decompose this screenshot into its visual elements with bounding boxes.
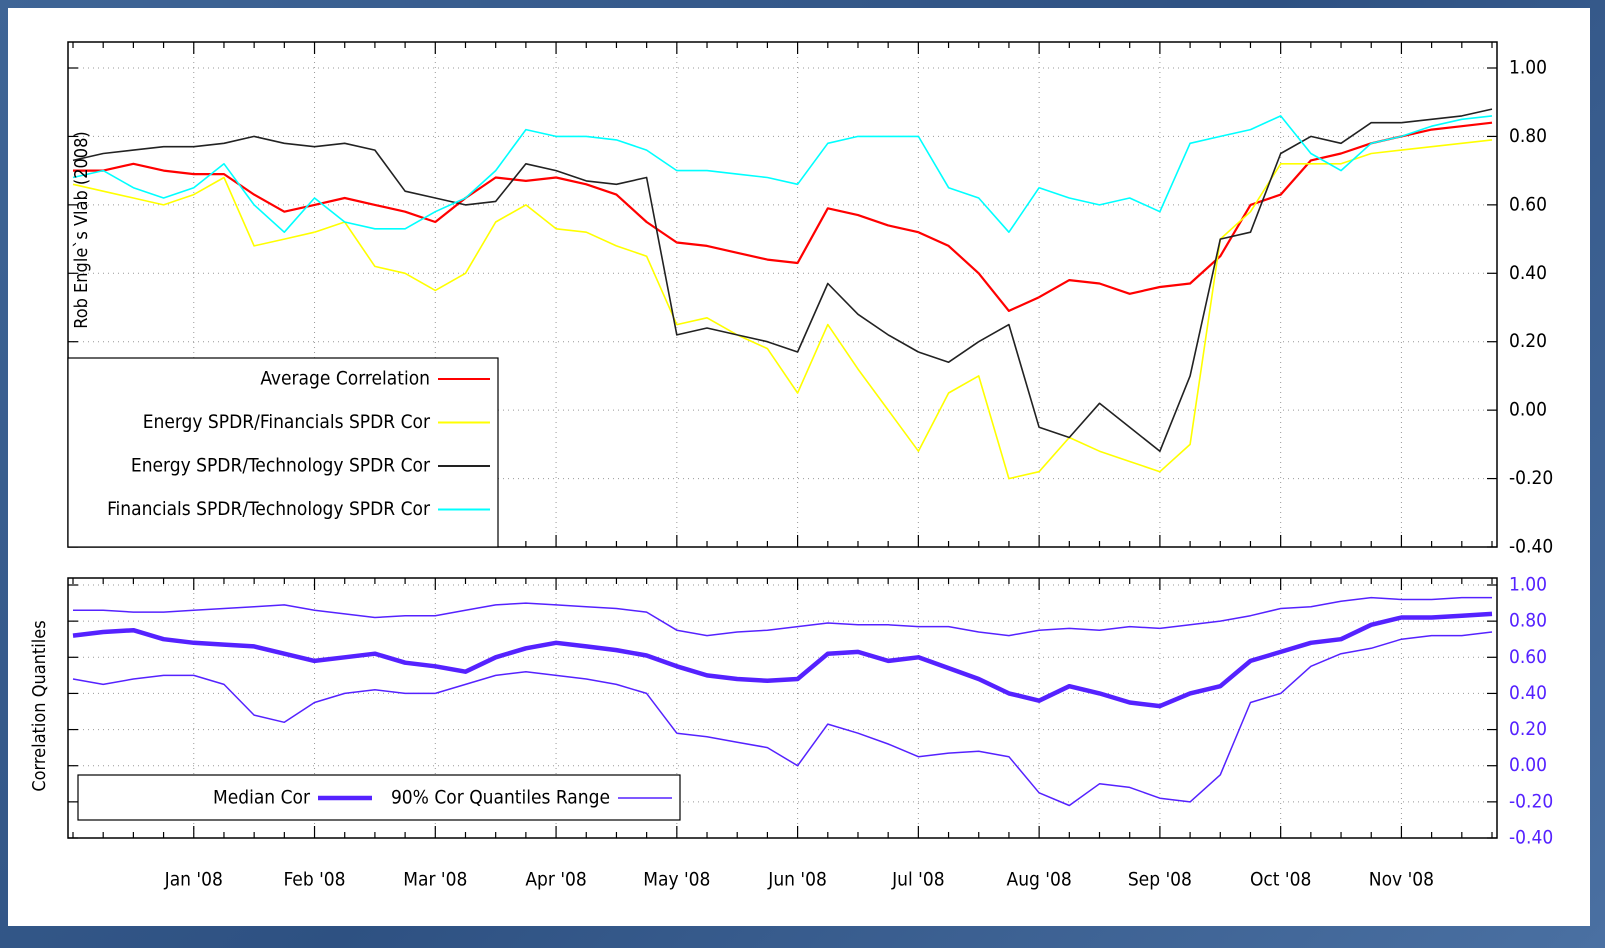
y-tick-label: -0.20: [1509, 467, 1553, 489]
y-tick-label: 0.40: [1509, 682, 1547, 704]
x-tick-label: Feb '08: [284, 869, 346, 891]
x-tick-label: Jan '08: [164, 869, 223, 891]
x-tick-label: Sep '08: [1128, 869, 1192, 891]
series-line: [72, 115, 1493, 233]
x-tick-label: Oct '08: [1250, 869, 1311, 891]
x-tick-label: Mar '08: [403, 869, 467, 891]
y-tick-label: 0.40: [1509, 262, 1547, 284]
legend-label: 90% Cor Quantiles Range: [391, 787, 610, 809]
y-tick-label: -0.20: [1509, 790, 1553, 812]
legend-label: Energy SPDR/Technology SPDR Cor: [131, 455, 431, 477]
x-tick-label: May '08: [643, 869, 710, 891]
y-axis-title: Correlation Quantiles: [29, 620, 50, 791]
y-tick-label: 0.60: [1509, 193, 1547, 215]
legend-box: [77, 774, 681, 821]
y-axis-title: Rob Engle`s Vlab (2008): [71, 131, 92, 328]
y-tick-label: 0.20: [1509, 718, 1547, 740]
y-tick-label: 0.60: [1509, 646, 1547, 668]
y-tick-label: -0.40: [1509, 827, 1553, 849]
x-tick-label: Apr '08: [525, 869, 586, 891]
x-tick-label: Jul '08: [891, 869, 945, 891]
plot-frame: [67, 41, 1498, 548]
y-tick-label: 0.00: [1509, 399, 1547, 421]
x-tick-label: Nov '08: [1369, 869, 1434, 891]
y-tick-label: 1.00: [1509, 57, 1547, 79]
y-tick-label: 0.00: [1509, 754, 1547, 776]
y-tick-label: 1.00: [1509, 574, 1547, 596]
y-tick-label: 0.80: [1509, 125, 1547, 147]
x-tick-label: Jun '08: [767, 869, 827, 891]
y-tick-label: -0.40: [1509, 536, 1553, 558]
legend-box: [67, 357, 499, 548]
legend-label: Financials SPDR/Technology SPDR Cor: [107, 498, 431, 520]
x-tick-label: Aug '08: [1007, 869, 1072, 891]
y-tick-label: 0.80: [1509, 610, 1547, 632]
legend-label: Average Correlation: [260, 368, 430, 390]
series-line: [72, 611, 1493, 709]
series-line: [72, 139, 1493, 480]
series-line: [73, 596, 1492, 637]
plot-frame: [67, 577, 1498, 839]
series-line: [72, 108, 1493, 452]
y-tick-label: 0.20: [1509, 330, 1547, 352]
legend-label: Median Cor: [213, 787, 311, 809]
legend-label: Energy SPDR/Financials SPDR Cor: [143, 411, 431, 433]
series-line: [72, 631, 1493, 807]
